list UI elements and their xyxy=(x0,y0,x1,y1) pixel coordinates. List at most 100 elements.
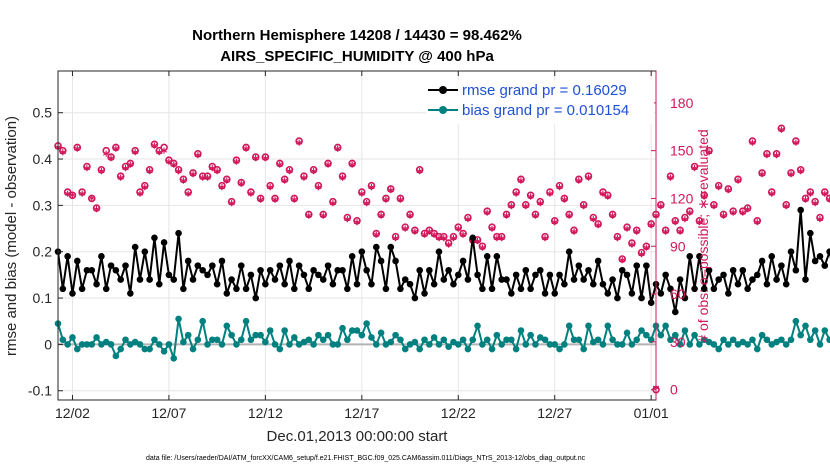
bias-point xyxy=(725,341,732,348)
obs-possible-point xyxy=(59,146,67,155)
obs-possible-point xyxy=(406,210,414,219)
obs-possible-point xyxy=(560,194,569,203)
obs-evaluated-point: * xyxy=(276,161,284,176)
obs-possible-point xyxy=(203,172,212,180)
rmse-point xyxy=(643,262,650,269)
bias-point xyxy=(503,336,510,344)
rmse-point xyxy=(358,248,366,256)
obs-possible-point xyxy=(782,201,791,209)
obs-evaluated-point: * xyxy=(151,141,159,156)
obs-evaluated-point: * xyxy=(184,189,192,204)
obs-possible-point xyxy=(141,181,149,190)
rmse-point xyxy=(744,285,751,293)
rmse-point xyxy=(469,234,477,242)
obs-evaluated-point: * xyxy=(580,202,588,217)
obs-possible-point xyxy=(575,175,583,184)
obs-possible-point xyxy=(295,137,303,145)
obs-evaluated-point: * xyxy=(146,167,154,182)
obs-evaluated-point: * xyxy=(488,224,496,239)
rmse-point xyxy=(715,276,722,283)
obs-possible-point xyxy=(353,216,361,225)
obs-possible-point xyxy=(623,223,631,231)
obs-evaluated-point: * xyxy=(768,189,776,204)
bias-point xyxy=(792,317,800,325)
obs-possible-point xyxy=(743,204,752,212)
obs-possible-point xyxy=(767,188,776,196)
obs-possible-point xyxy=(145,165,154,174)
obs-possible-point xyxy=(415,165,424,174)
rmse-point xyxy=(633,262,641,269)
obs-evaluated-point: * xyxy=(266,183,274,198)
y-tick-label: -0.1 xyxy=(28,383,52,399)
bias-point xyxy=(710,341,718,348)
obs-possible-point xyxy=(358,188,366,196)
bias-point xyxy=(498,341,505,348)
bias-point xyxy=(319,336,327,344)
obs-possible-point xyxy=(792,137,800,145)
bias-point xyxy=(411,338,419,346)
y2-tick-label: 60 xyxy=(670,286,686,302)
x-tick-label: 12/17 xyxy=(344,405,379,421)
bias-point xyxy=(671,331,679,339)
rmse-point xyxy=(686,253,694,260)
obs-evaluated-point: * xyxy=(758,170,766,185)
bias-point xyxy=(397,336,404,344)
rmse-point xyxy=(541,290,549,297)
bias-point xyxy=(151,336,158,344)
rmse-point xyxy=(725,290,732,297)
obs-evaluated-point: * xyxy=(734,177,742,192)
rmse-point xyxy=(64,253,71,260)
obs-evaluated-point: * xyxy=(329,199,337,214)
bias-point xyxy=(445,343,452,351)
bias-point xyxy=(401,345,409,353)
bias-point xyxy=(252,331,260,339)
bias-point xyxy=(334,341,342,348)
bias-point xyxy=(681,327,689,334)
obs-possible-point xyxy=(618,255,627,263)
obs-evaluated-point: * xyxy=(695,218,703,233)
obs-evaluated-point: * xyxy=(93,205,101,220)
bias-point xyxy=(435,341,443,348)
bias-point xyxy=(479,341,486,348)
bias-point xyxy=(508,336,515,344)
x-tick-label: 12/27 xyxy=(537,405,572,421)
bias-point xyxy=(474,322,481,330)
rmse-point xyxy=(778,262,785,269)
obs-evaluated-point: * xyxy=(811,199,819,214)
bias-point xyxy=(715,345,722,353)
obs-evaluated-point: * xyxy=(425,228,433,243)
bias-point xyxy=(223,322,231,330)
bias-layer xyxy=(54,315,830,362)
obs-evaluated-point: * xyxy=(271,196,279,211)
rmse-point xyxy=(575,262,583,269)
bias-point xyxy=(247,336,255,344)
rmse-point xyxy=(696,253,703,260)
bias-point xyxy=(180,338,187,346)
rmse-point xyxy=(353,280,361,288)
rmse-point xyxy=(807,229,814,237)
bias-point xyxy=(691,331,698,339)
rmse-point xyxy=(411,294,419,302)
rmse-point xyxy=(700,285,708,293)
rmse-point xyxy=(127,290,134,297)
obs-evaluated-point: * xyxy=(401,224,409,239)
obs-possible-point xyxy=(396,194,405,203)
obs-possible-point xyxy=(724,185,733,193)
obs-evaluated-point: * xyxy=(218,183,226,198)
obs-possible-point xyxy=(126,159,135,168)
bias-point xyxy=(189,345,197,353)
bias-point xyxy=(233,341,240,348)
obs-possible-point xyxy=(73,143,82,152)
rmse-point xyxy=(691,285,698,293)
rmse-point xyxy=(787,248,795,256)
rmse-point xyxy=(459,257,467,265)
obs-evaluated-point: * xyxy=(252,154,260,169)
obs-possible-point xyxy=(801,194,810,203)
obs-possible-point xyxy=(748,137,757,145)
obs-possible-point xyxy=(459,229,467,238)
legend-rmse-label: rmse grand pr = 0.16029 xyxy=(462,82,627,99)
obs-possible-point xyxy=(550,216,559,225)
rmse-point xyxy=(291,285,298,293)
obs-possible-point xyxy=(160,143,168,152)
